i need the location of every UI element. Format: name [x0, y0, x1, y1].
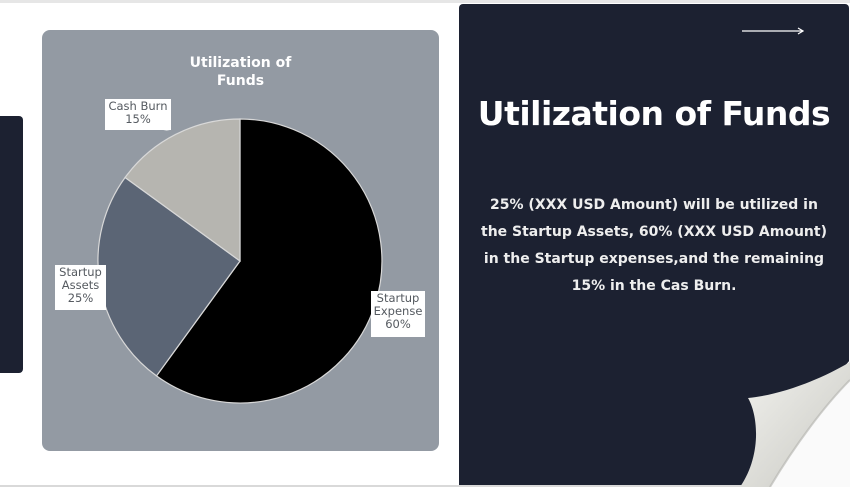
body-line-2: the Startup Assets, 60% (XXX USD Amount): [481, 224, 827, 240]
pie-chart: [97, 118, 383, 404]
text-panel: Utilization of Funds 25% (XXX USD Amount…: [459, 4, 849, 485]
label-startup-expense-name1: Startup: [376, 291, 420, 305]
pie-chart-panel: Utilization of Funds Cash Burn 15% Start…: [42, 30, 439, 451]
chart-title-line2: Funds: [216, 73, 265, 89]
label-cash-burn-value: 15%: [125, 112, 151, 126]
label-startup-assets-name2: Assets: [61, 278, 100, 292]
label-startup-expense-name2: Expense: [373, 304, 423, 318]
long-right-arrow-icon: [742, 27, 804, 35]
label-startup-expense: Startup Expense 60%: [371, 291, 425, 337]
label-startup-assets-value: 25%: [67, 291, 94, 305]
left-decorative-block: [0, 116, 23, 373]
chart-title-line1: Utilization of: [189, 55, 292, 71]
chart-title: Utilization of Funds: [42, 54, 439, 90]
label-cash-burn: Cash Burn 15%: [105, 99, 171, 130]
slide-body-text: 25% (XXX USD Amount) will be utilized in…: [473, 192, 835, 300]
label-startup-expense-value: 60%: [385, 317, 411, 331]
body-line-1: 25% (XXX USD Amount) will be utilized in: [490, 197, 818, 213]
label-startup-assets: Startup Assets 25%: [55, 265, 106, 310]
slice-cash-burn[interactable]: [124, 118, 241, 263]
label-cash-burn-name: Cash Burn: [108, 99, 168, 113]
slide-heading: Utilization of Funds: [477, 94, 831, 133]
body-line-4: 15% in the Cas Burn.: [571, 278, 737, 294]
page-curl-decoration: [740, 360, 850, 487]
body-line-3: in the Startup expenses,and the remainin…: [483, 251, 825, 267]
label-startup-assets-name1: Startup: [59, 265, 102, 279]
bottom-divider: [0, 485, 850, 487]
top-divider: [0, 0, 850, 3]
